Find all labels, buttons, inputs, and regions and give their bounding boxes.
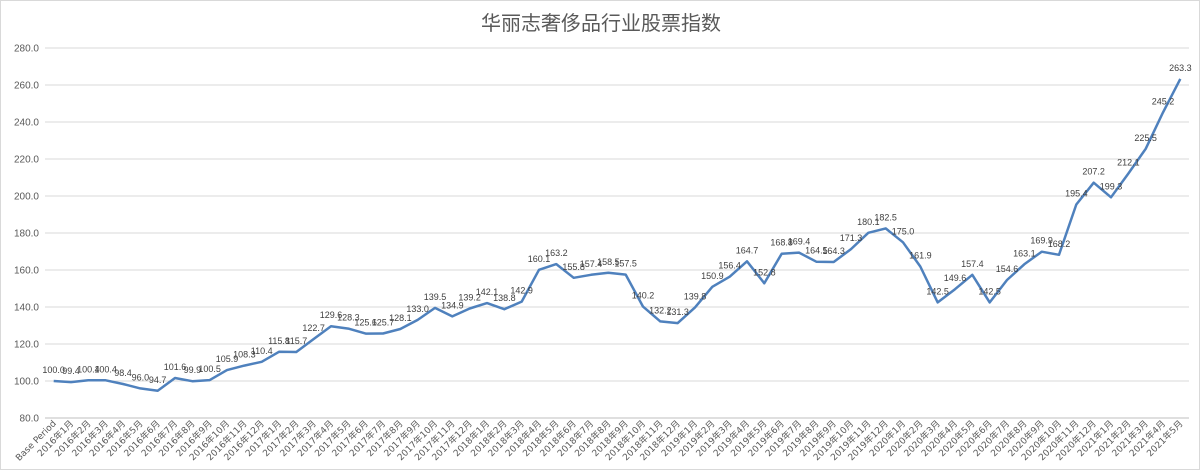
data-label: 99.9 bbox=[184, 365, 202, 375]
data-label: 94.7 bbox=[149, 375, 167, 385]
data-label: 96.0 bbox=[132, 372, 150, 382]
y-tick-label: 220.0 bbox=[14, 155, 39, 166]
data-label: 163.2 bbox=[545, 248, 568, 258]
data-label: 131.3 bbox=[666, 307, 689, 317]
data-label: 125.7 bbox=[372, 317, 395, 327]
data-label: 225.5 bbox=[1134, 133, 1157, 143]
data-label: 155.8 bbox=[562, 262, 585, 272]
data-label: 171.3 bbox=[840, 233, 863, 243]
y-tick-label: 160.0 bbox=[14, 266, 39, 277]
data-label: 139.2 bbox=[458, 292, 481, 302]
data-label: 150.9 bbox=[701, 271, 724, 281]
data-label: 110.4 bbox=[251, 346, 273, 356]
data-label: 158.5 bbox=[597, 257, 620, 267]
data-label: 212.1 bbox=[1117, 158, 1140, 168]
y-tick-label: 140.0 bbox=[14, 303, 39, 314]
data-label: 245.2 bbox=[1152, 96, 1175, 106]
data-label: 169.9 bbox=[1030, 236, 1053, 246]
data-label: 263.3 bbox=[1169, 63, 1192, 73]
data-label: 180.1 bbox=[857, 217, 880, 227]
series-line bbox=[53, 78, 1182, 393]
data-label: 101.6 bbox=[164, 362, 187, 372]
y-tick-label: 80.0 bbox=[20, 414, 40, 425]
data-label: 122.7 bbox=[302, 323, 325, 333]
data-label: 195.4 bbox=[1065, 189, 1088, 199]
data-label: 149.6 bbox=[944, 273, 967, 283]
y-tick-label: 280.0 bbox=[14, 44, 39, 55]
data-label: 168.2 bbox=[1048, 239, 1071, 249]
data-label: 140.2 bbox=[632, 291, 655, 301]
data-label: 142.9 bbox=[510, 286, 533, 296]
data-label: 199.3 bbox=[1100, 181, 1123, 191]
data-label: 99.4 bbox=[62, 366, 80, 376]
data-label: 128.3 bbox=[337, 313, 360, 323]
data-label: 160.1 bbox=[528, 254, 551, 264]
data-label: 207.2 bbox=[1082, 167, 1105, 177]
data-label: 132.2 bbox=[649, 305, 672, 315]
data-label: 164.3 bbox=[822, 246, 845, 256]
y-tick-label: 260.0 bbox=[14, 81, 39, 92]
y-tick-label: 100.0 bbox=[14, 377, 39, 388]
data-label: 139.5 bbox=[424, 292, 447, 302]
data-label: 125.6 bbox=[354, 318, 377, 328]
data-label: 115.7 bbox=[285, 336, 307, 346]
data-label: 182.5 bbox=[874, 212, 897, 222]
data-label: 115.8 bbox=[268, 336, 290, 346]
data-label: 128.1 bbox=[389, 313, 412, 323]
data-label: 133.0 bbox=[406, 304, 429, 314]
data-label: 175.0 bbox=[892, 226, 915, 236]
y-tick-label: 180.0 bbox=[14, 229, 39, 240]
data-label: 100.4 bbox=[94, 364, 117, 374]
data-label: 157.5 bbox=[614, 259, 637, 269]
data-label: 168.8 bbox=[770, 238, 793, 248]
data-label: 139.8 bbox=[684, 291, 707, 301]
y-tick-label: 240.0 bbox=[14, 118, 39, 129]
data-label: 100.5 bbox=[198, 364, 221, 374]
data-label: 157.4 bbox=[580, 259, 603, 269]
data-label: 105.9 bbox=[216, 354, 239, 364]
data-label: 164.7 bbox=[736, 245, 759, 255]
data-label: 100.4 bbox=[77, 364, 100, 374]
chart-title: 华丽志奢侈品行业股票指数 bbox=[481, 11, 721, 35]
data-label: 169.4 bbox=[788, 237, 811, 247]
data-label: 163.1 bbox=[1013, 248, 1036, 258]
data-label: 154.6 bbox=[996, 264, 1019, 274]
data-label: 98.4 bbox=[114, 368, 132, 378]
data-label: 152.8 bbox=[753, 267, 776, 277]
y-tick-label: 120.0 bbox=[14, 340, 39, 351]
data-label: 161.9 bbox=[909, 250, 932, 260]
data-label: 100.0 bbox=[42, 365, 65, 375]
data-label: 142.5 bbox=[926, 286, 949, 296]
data-label: 134.9 bbox=[441, 300, 464, 310]
data-label: 138.8 bbox=[493, 293, 516, 303]
data-label: 156.4 bbox=[718, 261, 741, 271]
data-label: 164.5 bbox=[805, 246, 828, 256]
data-label: 142.5 bbox=[978, 286, 1001, 296]
data-label: 129.6 bbox=[320, 310, 343, 320]
y-tick-label: 200.0 bbox=[14, 192, 39, 203]
data-label: 157.4 bbox=[961, 259, 984, 269]
data-label: 108.3 bbox=[233, 350, 256, 360]
data-label: 142.1 bbox=[476, 287, 499, 297]
